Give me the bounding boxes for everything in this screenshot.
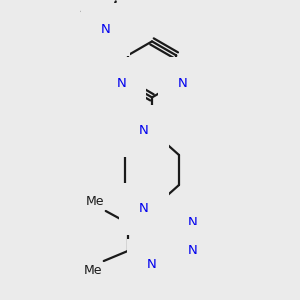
Text: Me: Me [83,264,102,277]
Text: Me: Me [85,195,104,208]
Text: N: N [139,124,149,137]
Text: N: N [177,77,187,90]
Text: N: N [188,244,198,257]
Text: N: N [171,217,181,230]
Text: N: N [139,202,149,215]
Text: N: N [117,77,127,90]
Text: N: N [101,23,111,36]
Text: N: N [147,259,157,272]
Text: N: N [188,217,198,230]
